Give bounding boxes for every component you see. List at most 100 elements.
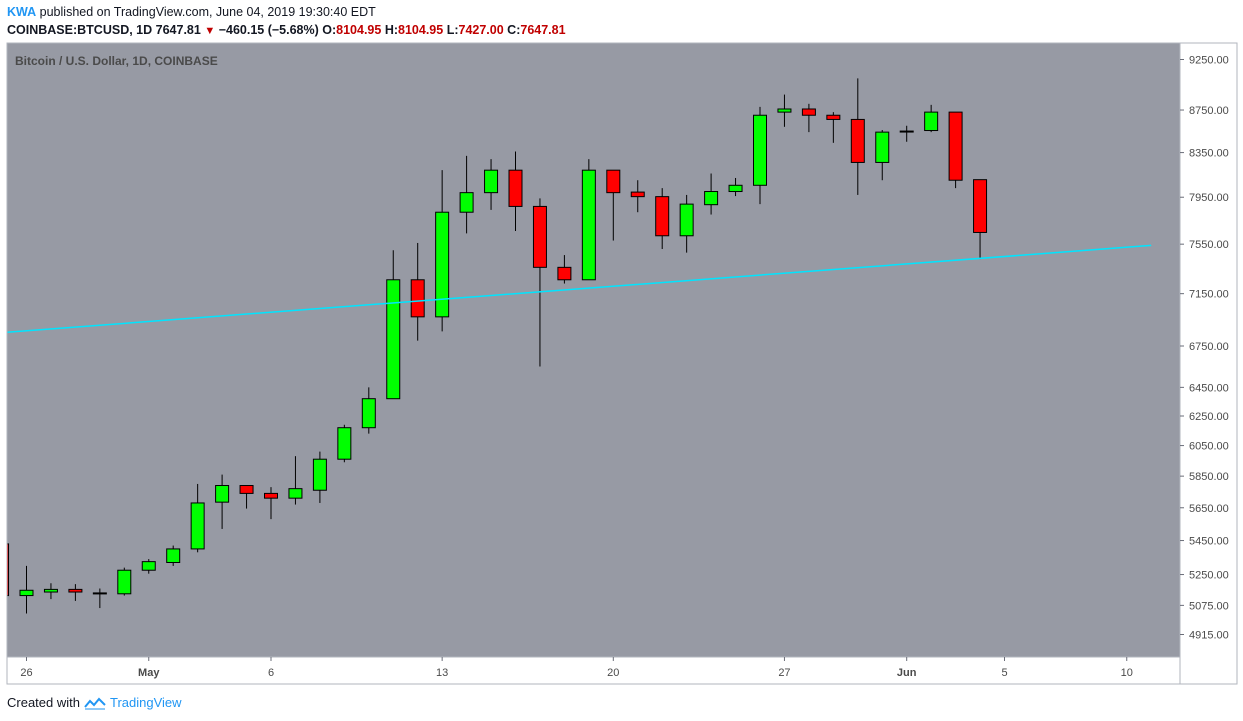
candle[interactable] (508, 151, 523, 232)
y-tick-label: 6750.00 (1189, 341, 1229, 353)
candle-body (850, 118, 865, 163)
candle[interactable] (68, 584, 83, 601)
candle[interactable] (948, 111, 963, 189)
candle[interactable] (215, 474, 230, 529)
x-tick-label: Jun (897, 667, 917, 679)
candle[interactable] (166, 545, 181, 566)
candle[interactable] (581, 159, 596, 281)
candle[interactable] (557, 255, 572, 284)
candle-body (386, 279, 401, 400)
y-tick-label: 7150.00 (1189, 289, 1229, 301)
open-value: 8104.95 (336, 23, 382, 37)
y-tick-label: 5075.00 (1189, 600, 1229, 612)
publish-info: KWA published on TradingView.com, June 0… (7, 5, 376, 19)
tradingview-logo-icon[interactable] (84, 696, 106, 710)
candle-body (361, 398, 376, 429)
candle[interactable] (288, 456, 303, 505)
candle[interactable] (43, 583, 58, 600)
last-price: 7647.81 (155, 23, 201, 37)
candle-body (581, 169, 596, 281)
price-axis[interactable] (1179, 42, 1238, 685)
candle[interactable] (117, 567, 132, 596)
y-tick-label: 7550.00 (1189, 239, 1229, 251)
candle[interactable] (899, 125, 914, 142)
close-value: 7647.81 (520, 23, 566, 37)
candle[interactable] (630, 180, 645, 213)
candle[interactable] (924, 104, 939, 133)
plot-border (6, 42, 1181, 658)
candle-body (43, 588, 58, 593)
candle[interactable] (92, 588, 107, 609)
candle-body (484, 169, 499, 194)
candle-body (826, 114, 841, 120)
candle[interactable] (484, 159, 499, 210)
candle[interactable] (19, 565, 34, 614)
candle-body (630, 191, 645, 198)
candle-body (312, 458, 327, 491)
candle[interactable] (361, 387, 376, 434)
chart-title: Bitcoin / U.S. Dollar, 1D, COINBASE (15, 54, 218, 68)
candle[interactable] (728, 177, 743, 197)
candle-body (679, 203, 694, 237)
candle[interactable] (826, 112, 841, 143)
price-change: −460.15 (−5.68%) (218, 23, 319, 37)
candle-body (459, 192, 474, 213)
candle[interactable] (850, 78, 865, 195)
candle[interactable] (435, 170, 450, 332)
candle[interactable] (239, 485, 254, 509)
close-label: C: (507, 23, 521, 37)
candle-body (92, 592, 107, 595)
candle[interactable] (410, 242, 425, 341)
low-value: 7427.00 (458, 23, 504, 37)
candle[interactable] (801, 103, 816, 133)
candle[interactable] (264, 487, 278, 520)
candle[interactable] (679, 194, 694, 253)
candle[interactable] (973, 179, 988, 260)
candle-body (973, 179, 988, 233)
high-value: 8104.95 (398, 23, 444, 37)
candle-body (239, 485, 254, 494)
candle[interactable] (459, 155, 474, 234)
candle-body (801, 108, 816, 116)
candle-body (215, 485, 230, 503)
candle[interactable] (704, 173, 719, 215)
candle-body (948, 111, 963, 181)
published-text: published on TradingView.com, June 04, 2… (39, 5, 376, 19)
candle-body (532, 205, 547, 268)
candle[interactable] (0, 543, 10, 597)
x-tick-label: 10 (1121, 667, 1133, 679)
plot-area[interactable] (7, 43, 1180, 657)
candle-body (655, 196, 670, 237)
x-tick-label: 20 (607, 667, 619, 679)
candle[interactable] (386, 250, 401, 400)
y-tick-label: 7950.00 (1189, 192, 1229, 204)
candle[interactable] (753, 106, 767, 205)
candle-body (606, 169, 621, 194)
y-tick-label: 9250.00 (1189, 55, 1229, 67)
candle[interactable] (337, 424, 352, 463)
symbol-label: COINBASE:BTCUSD, 1D (7, 23, 153, 37)
ohlc-line: COINBASE:BTCUSD, 1D 7647.81 ▼ −460.15 (−… (7, 23, 566, 37)
candle-body (7, 543, 10, 597)
open-label: O: (322, 23, 337, 37)
candle[interactable] (312, 451, 327, 503)
down-arrow-icon: ▼ (204, 25, 216, 37)
author-name[interactable]: KWA (7, 5, 37, 19)
candle[interactable] (190, 483, 205, 553)
candle-body (166, 548, 181, 563)
candle[interactable] (777, 94, 792, 127)
y-tick-label: 5650.00 (1189, 503, 1229, 515)
candle-body (557, 266, 572, 281)
candle[interactable] (141, 559, 156, 574)
footer: Created with TradingView (7, 695, 182, 710)
y-tick-label: 5450.00 (1189, 536, 1229, 548)
candle[interactable] (655, 188, 670, 249)
candle[interactable] (532, 198, 547, 367)
candle[interactable] (875, 129, 890, 181)
trendline[interactable] (2, 244, 1152, 334)
candle-body (924, 111, 939, 132)
candle-body (190, 502, 205, 550)
tradingview-brand[interactable]: TradingView (109, 695, 182, 710)
candle[interactable] (606, 169, 621, 241)
